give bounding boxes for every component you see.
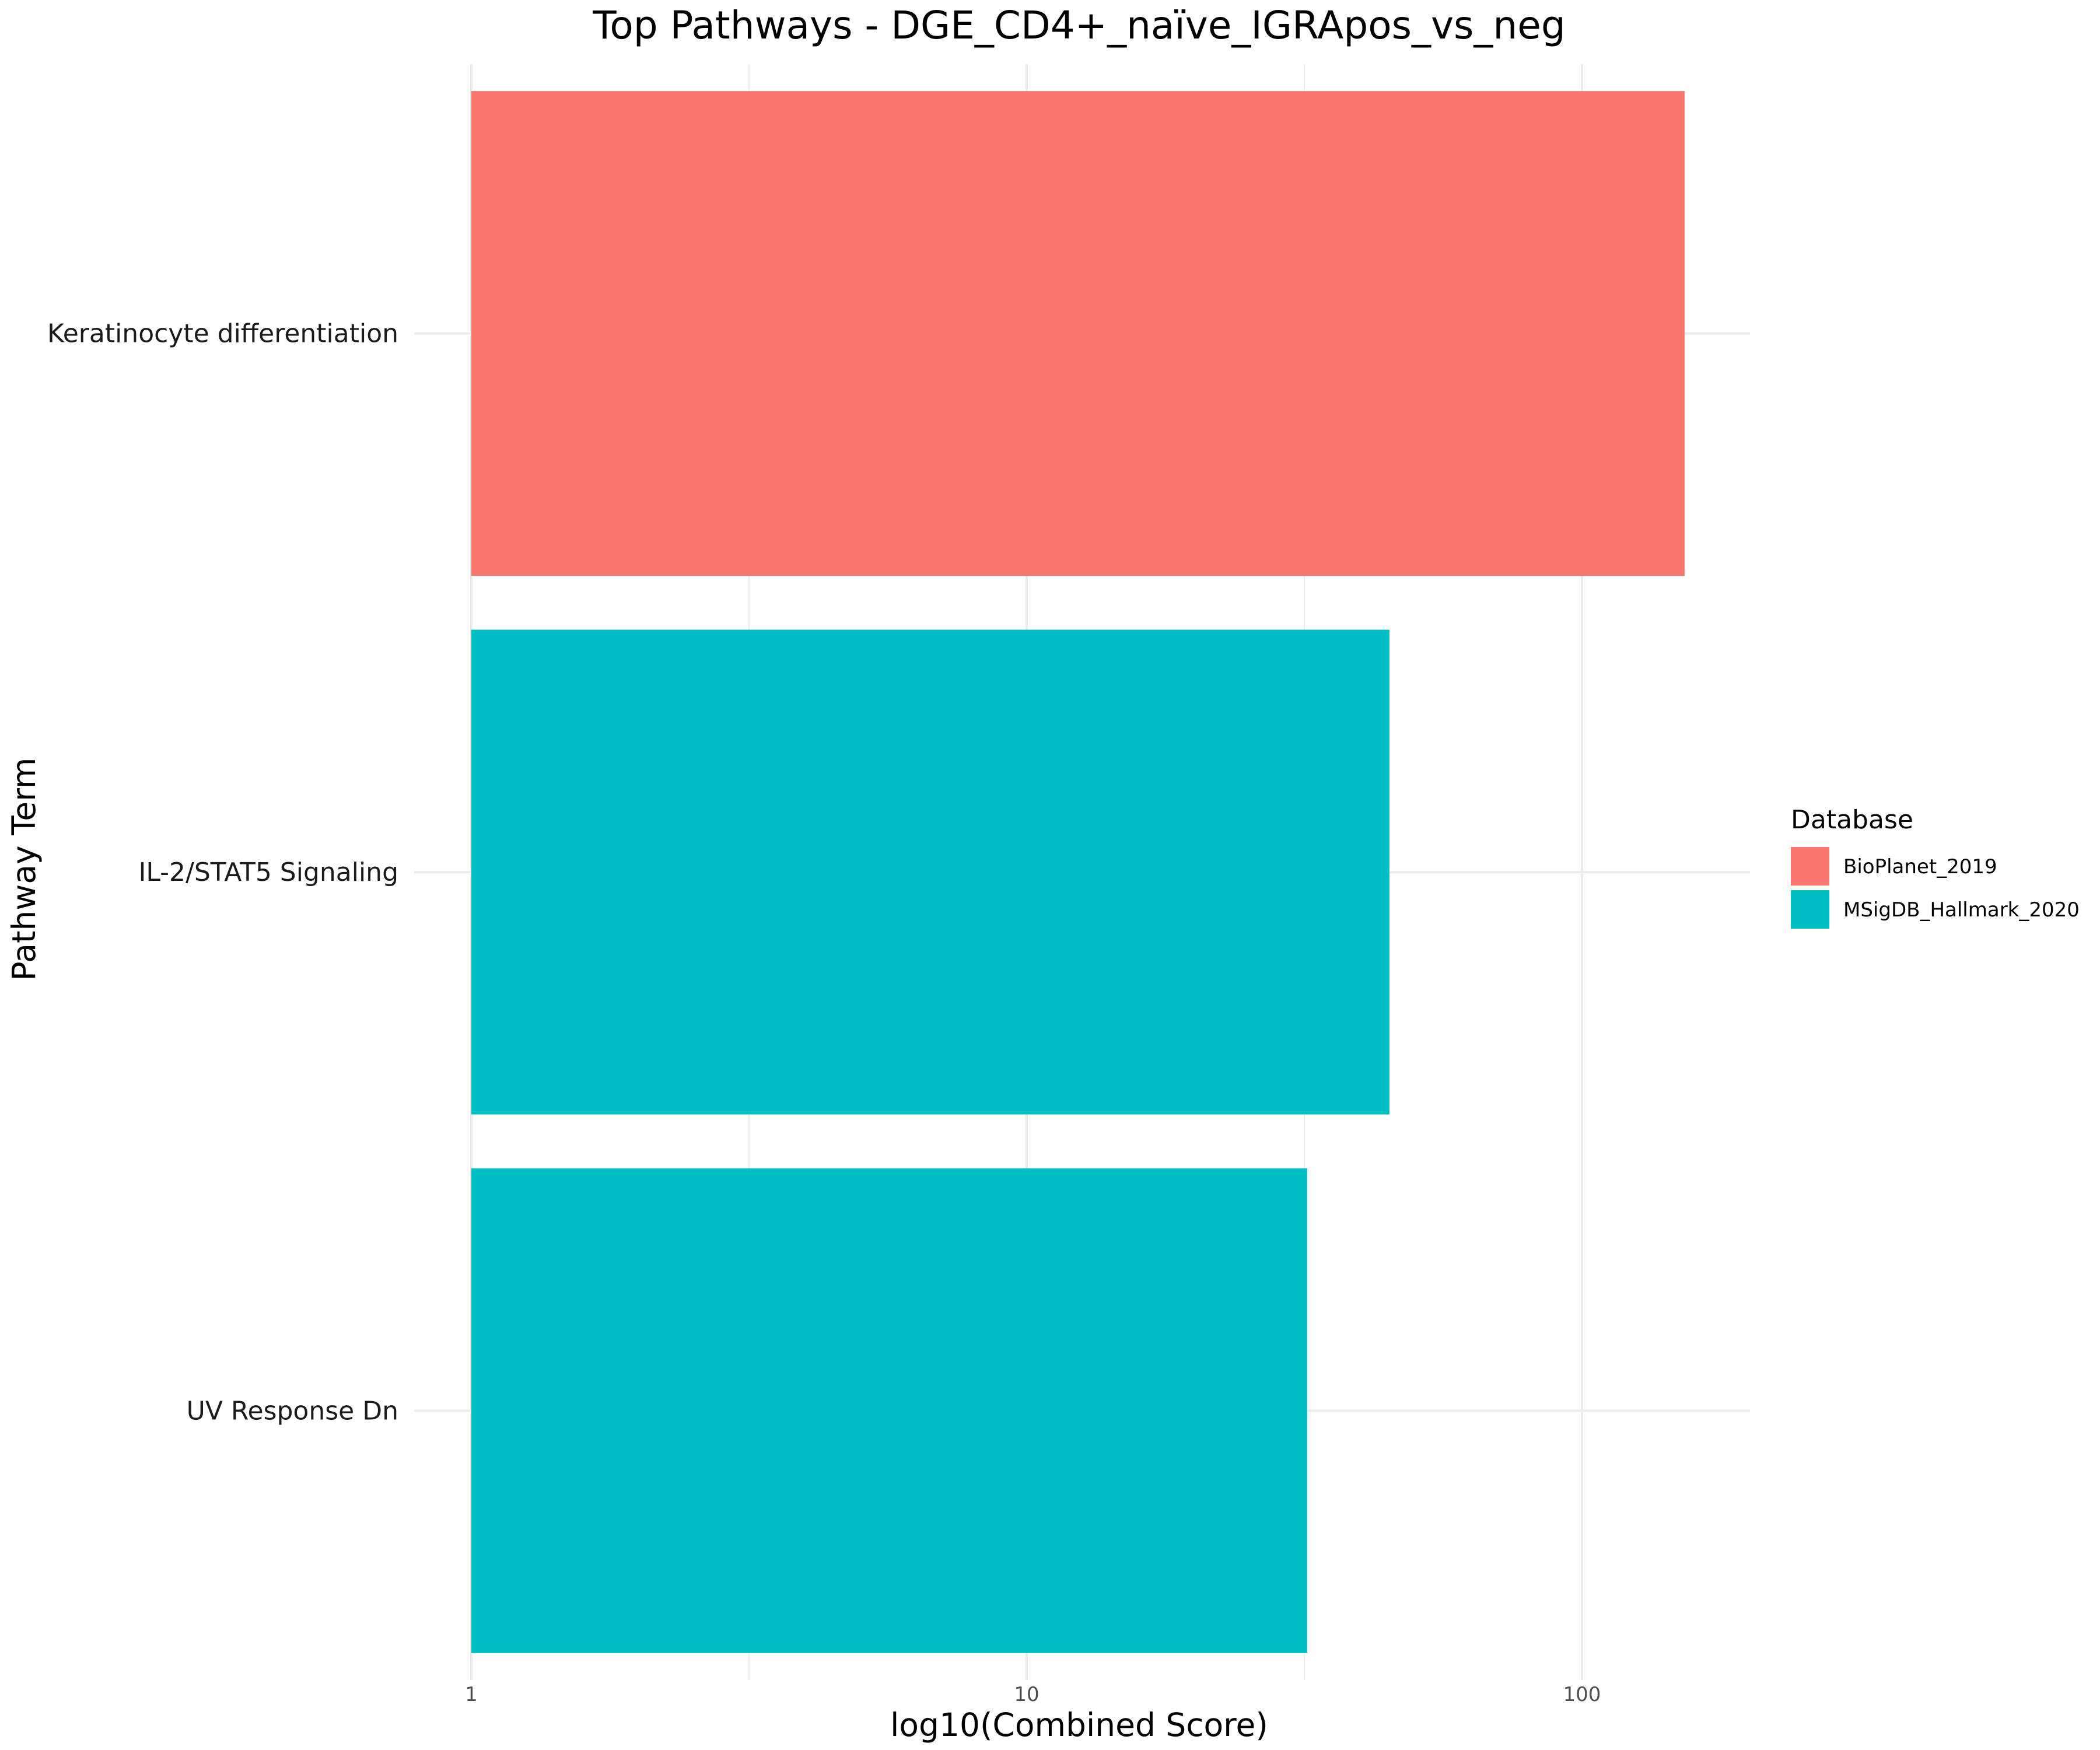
legend-key [1791, 847, 1829, 886]
chart-title: Top Pathways - DGE_CD4+_naïve_IGRApos_vs… [592, 3, 1566, 48]
category-label: IL-2/STAT5 Signaling [138, 858, 398, 887]
bars [471, 91, 1685, 1653]
legend: Database BioPlanet_2019 MSigDB_Hallmark_2… [1791, 805, 2080, 929]
bar [471, 1168, 1307, 1653]
legend-title: Database [1791, 805, 1913, 835]
category-label: Keratinocyte differentiation [47, 319, 398, 349]
y-axis-title: Pathway Term [5, 758, 43, 981]
bar [471, 629, 1390, 1115]
x-tick-label: 1 [465, 1683, 478, 1706]
legend-label: MSigDB_Hallmark_2020 [1843, 898, 2080, 922]
x-tick-label: 100 [1563, 1683, 1601, 1706]
category-labels: Keratinocyte differentiation IL-2/STAT5 S… [47, 319, 398, 1426]
legend-key [1791, 890, 1829, 929]
legend-label: BioPlanet_2019 [1843, 855, 1997, 878]
bar [471, 91, 1685, 576]
category-label: UV Response Dn [187, 1396, 398, 1426]
x-axis-title: log10(Combined Score) [890, 1706, 1268, 1744]
x-tick-label: 10 [1014, 1683, 1039, 1706]
x-tick-labels: 1 10 100 [465, 1683, 1601, 1706]
